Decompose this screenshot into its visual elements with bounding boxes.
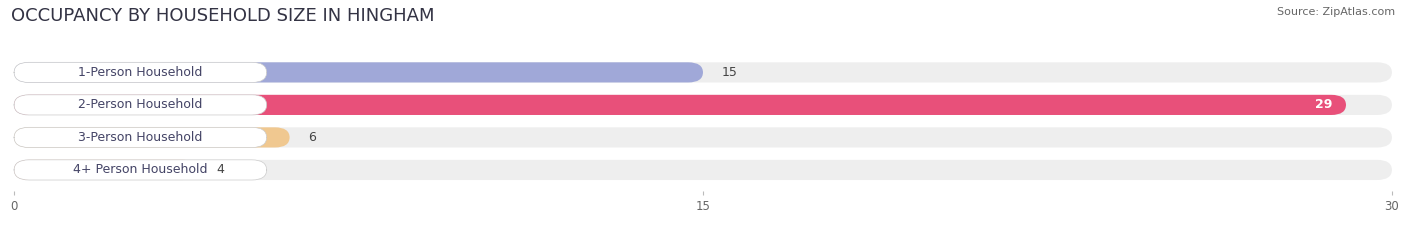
FancyBboxPatch shape xyxy=(14,95,1392,115)
Text: OCCUPANCY BY HOUSEHOLD SIZE IN HINGHAM: OCCUPANCY BY HOUSEHOLD SIZE IN HINGHAM xyxy=(11,7,434,25)
Text: 3-Person Household: 3-Person Household xyxy=(79,131,202,144)
Text: 6: 6 xyxy=(308,131,316,144)
Text: 2-Person Household: 2-Person Household xyxy=(79,98,202,111)
FancyBboxPatch shape xyxy=(14,62,703,82)
FancyBboxPatch shape xyxy=(14,127,267,147)
FancyBboxPatch shape xyxy=(14,160,198,180)
FancyBboxPatch shape xyxy=(14,160,267,180)
FancyBboxPatch shape xyxy=(14,160,1392,180)
FancyBboxPatch shape xyxy=(14,95,1346,115)
Text: 29: 29 xyxy=(1315,98,1333,111)
Text: Source: ZipAtlas.com: Source: ZipAtlas.com xyxy=(1277,7,1395,17)
Text: 1-Person Household: 1-Person Household xyxy=(79,66,202,79)
Text: 15: 15 xyxy=(721,66,737,79)
Text: 4: 4 xyxy=(217,163,224,176)
FancyBboxPatch shape xyxy=(14,127,290,147)
FancyBboxPatch shape xyxy=(14,127,1392,147)
FancyBboxPatch shape xyxy=(14,62,1392,82)
Text: 4+ Person Household: 4+ Person Household xyxy=(73,163,208,176)
FancyBboxPatch shape xyxy=(14,95,267,115)
FancyBboxPatch shape xyxy=(14,62,267,82)
